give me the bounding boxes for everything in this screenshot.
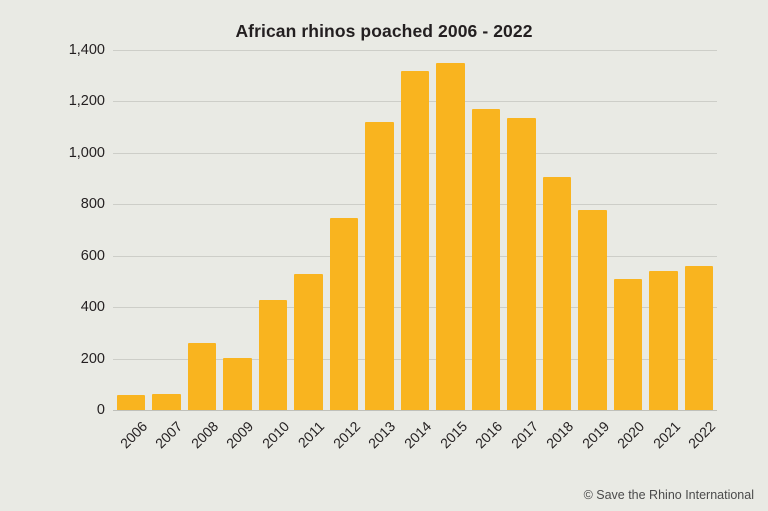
bar-2022[interactable]	[685, 50, 714, 410]
x-axis-labels: 2006 2007 2008 2009 2010 2011 2012 2013 2014 2015…	[113, 410, 719, 480]
bar-2010[interactable]	[258, 50, 288, 410]
bar-series	[113, 50, 717, 410]
bar-fill	[223, 358, 252, 410]
bar-2007[interactable]	[152, 50, 181, 410]
y-axis-tick-label: 1,400	[68, 42, 105, 58]
bar-2021[interactable]	[649, 50, 678, 410]
plot-area	[113, 50, 717, 411]
y-axis-labels: 0 200 400 600 800 1,000 1,200 1,400	[0, 42, 105, 418]
bar-2018[interactable]	[542, 50, 572, 410]
bar-fill	[613, 278, 643, 410]
bar-2020[interactable]	[613, 50, 643, 410]
bar-2015[interactable]	[436, 50, 465, 410]
y-axis-tick-label: 600	[80, 247, 105, 264]
bar-fill	[116, 394, 145, 410]
y-axis-tick-label: 1,000	[68, 144, 105, 161]
bar-fill	[649, 271, 678, 410]
bar-fill	[365, 122, 394, 410]
y-axis-tick-label: 0	[96, 402, 105, 418]
bar-2008[interactable]	[187, 50, 217, 410]
bar-2013[interactable]	[365, 50, 394, 410]
bar-2016[interactable]	[471, 50, 501, 410]
bar-fill	[685, 265, 714, 410]
bar-fill	[578, 209, 607, 410]
axis-baseline	[113, 410, 717, 411]
gridline	[113, 50, 717, 51]
bar-fill	[507, 118, 536, 410]
bar-fill	[400, 70, 430, 410]
bar-2019[interactable]	[578, 50, 607, 410]
bar-2017[interactable]	[507, 50, 536, 410]
bar-fill	[294, 273, 323, 410]
bar-fill	[329, 217, 359, 410]
bar-2012[interactable]	[329, 50, 359, 410]
chart-title: African rhinos poached 2006 - 2022	[235, 21, 533, 41]
bar-fill	[152, 394, 181, 410]
bar-fill	[436, 63, 465, 410]
bar-2009[interactable]	[223, 50, 252, 410]
bar-fill	[542, 177, 572, 410]
bar-fill	[258, 300, 288, 410]
bar-fill	[471, 109, 501, 410]
bar-2006[interactable]	[116, 50, 145, 410]
y-axis-tick-label: 200	[80, 350, 105, 367]
y-axis-tick-label: 400	[80, 299, 105, 316]
copyright-credit: © Save the Rhino International	[583, 488, 754, 502]
y-axis-tick-label: 800	[80, 196, 105, 213]
bar-2011[interactable]	[294, 50, 323, 410]
y-axis-tick-label: 1,200	[68, 93, 105, 110]
bar-fill	[187, 342, 217, 410]
bar-2014[interactable]	[400, 50, 430, 410]
